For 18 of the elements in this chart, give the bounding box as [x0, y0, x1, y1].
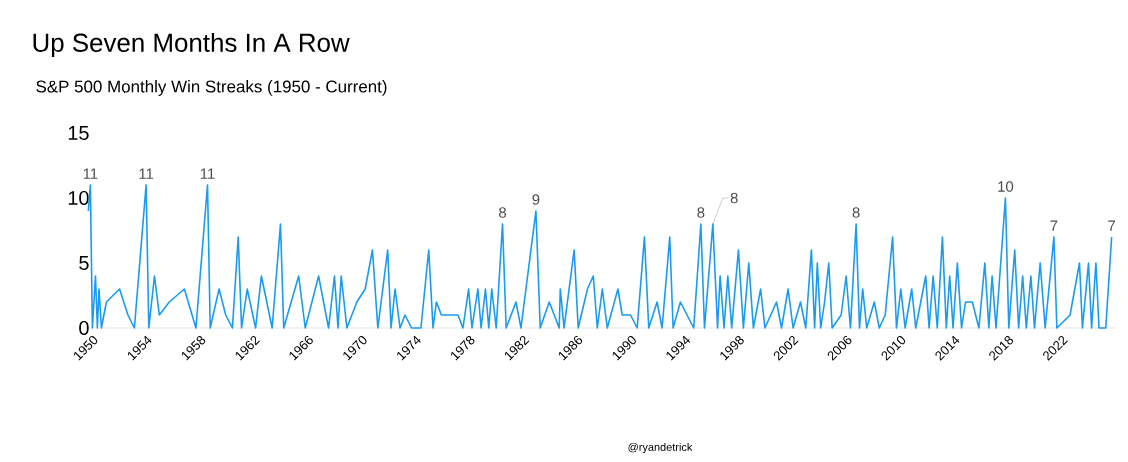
annotation: 8 — [499, 207, 507, 218]
y-tick-label: 15 — [68, 126, 89, 140]
annotation: 11 — [83, 168, 98, 179]
annotation: 7 — [1108, 220, 1116, 231]
annotation: 8 — [730, 192, 738, 204]
annotation: 11 — [200, 168, 215, 179]
chart-title: Up Seven Months In A Row — [33, 32, 350, 58]
annotation: 11 — [139, 168, 154, 179]
text: @ryandetrick — [628, 442, 693, 454]
annotation: 9 — [532, 194, 540, 205]
y-tick-label: 0 — [79, 320, 89, 336]
y-tick-label: 10 — [68, 190, 89, 206]
annotation: 7 — [1050, 220, 1058, 231]
annotation: 10 — [998, 181, 1014, 192]
y-tick-label: 5 — [79, 256, 89, 270]
annotation: 8 — [852, 207, 860, 218]
chart-subtitle: S&P 500 Monthly Win Streaks (1950 - Current) — [36, 80, 387, 96]
annotation: 8 — [697, 207, 705, 218]
